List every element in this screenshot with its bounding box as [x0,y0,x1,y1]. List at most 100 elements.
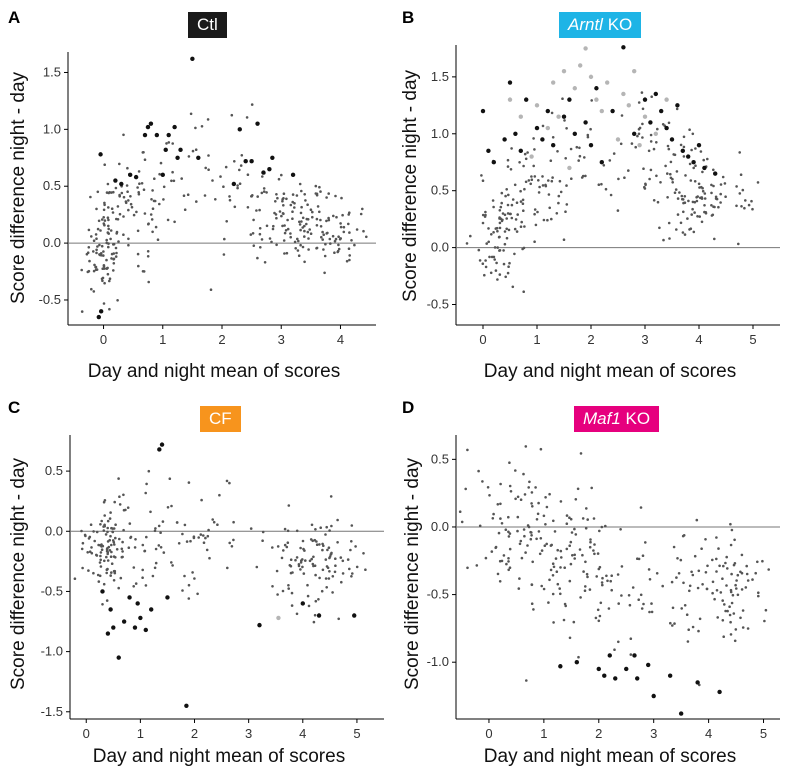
highlight-point-light [653,131,658,136]
data-point [740,588,744,591]
data-point [158,202,161,206]
data-point [728,605,731,608]
data-point [583,156,586,159]
data-point [362,552,365,555]
highlight-point [717,689,722,695]
data-point [114,186,118,190]
data-point [509,168,513,171]
data-point [602,164,606,167]
data-point [650,610,654,614]
highlight-point-light [583,46,588,51]
data-point [250,103,254,106]
data-point [656,127,659,131]
data-point [182,194,186,197]
data-point [484,556,488,560]
data-point [526,544,529,547]
data-point [166,218,170,222]
data-point [246,206,250,209]
data-point [137,191,140,194]
highlight-point [237,127,242,132]
data-point [514,497,517,501]
data-point [146,250,150,253]
data-point [691,200,695,204]
data-point [681,197,684,201]
data-point [500,559,504,563]
y-tick-label: 0.5 [43,178,61,193]
data-point [328,529,331,532]
data-point [551,574,555,577]
data-point [206,118,210,121]
highlight-point [534,125,540,131]
data-point [321,238,325,241]
data-point [570,531,574,534]
data-point [552,519,555,523]
data-point [159,546,163,549]
data-point [122,133,125,137]
data-point [675,107,679,111]
data-point [466,566,469,570]
data-point [281,224,284,228]
data-point [288,564,292,567]
highlight-point [691,160,696,165]
data-point [719,201,722,204]
data-point [548,206,551,210]
data-point [103,514,106,517]
data-point [499,502,502,506]
data-point [319,190,322,193]
data-point [522,528,526,531]
data-point [260,191,264,195]
data-point [108,191,111,194]
data-point [696,215,699,218]
y-tick-label: 0.0 [431,240,449,255]
data-point [630,142,634,145]
data-point [299,561,303,564]
data-point [102,254,105,257]
data-point [301,539,305,543]
data-point [107,245,110,249]
data-point [157,524,161,528]
data-point [283,224,286,227]
data-point [616,573,620,576]
data-point [559,592,562,596]
data-point [481,179,485,182]
data-point [636,134,639,138]
data-point [556,582,560,586]
data-point [295,556,299,559]
x-axis-label: Day and night mean of scores [484,746,736,767]
data-point [117,477,120,480]
data-point [460,520,464,524]
data-point [125,184,129,187]
data-point [318,210,321,214]
data-point [218,493,221,497]
data-point [505,562,508,566]
data-point [600,182,603,186]
data-point [214,198,217,201]
data-point [311,215,314,219]
data-point [187,583,191,587]
data-point [562,618,566,622]
highlight-point [696,142,702,148]
data-point [577,159,580,162]
data-point [584,560,587,564]
data-point [115,251,118,255]
highlight-point-light [567,165,572,171]
x-tick-label: 2 [587,332,594,347]
data-point [310,557,314,561]
data-point [529,537,533,541]
data-point [690,570,693,574]
data-point [321,548,324,552]
highlight-point [127,172,133,178]
data-point [712,184,715,188]
data-point [734,583,737,587]
data-point [314,528,317,531]
data-point [283,527,287,531]
highlight-point [138,615,143,621]
data-point [300,205,303,209]
data-point [145,482,148,486]
data-point [329,495,333,498]
data-point [85,252,89,256]
highlight-point [518,148,523,154]
badge-text: KO [602,15,633,34]
data-point [319,526,323,529]
data-point [518,161,521,164]
